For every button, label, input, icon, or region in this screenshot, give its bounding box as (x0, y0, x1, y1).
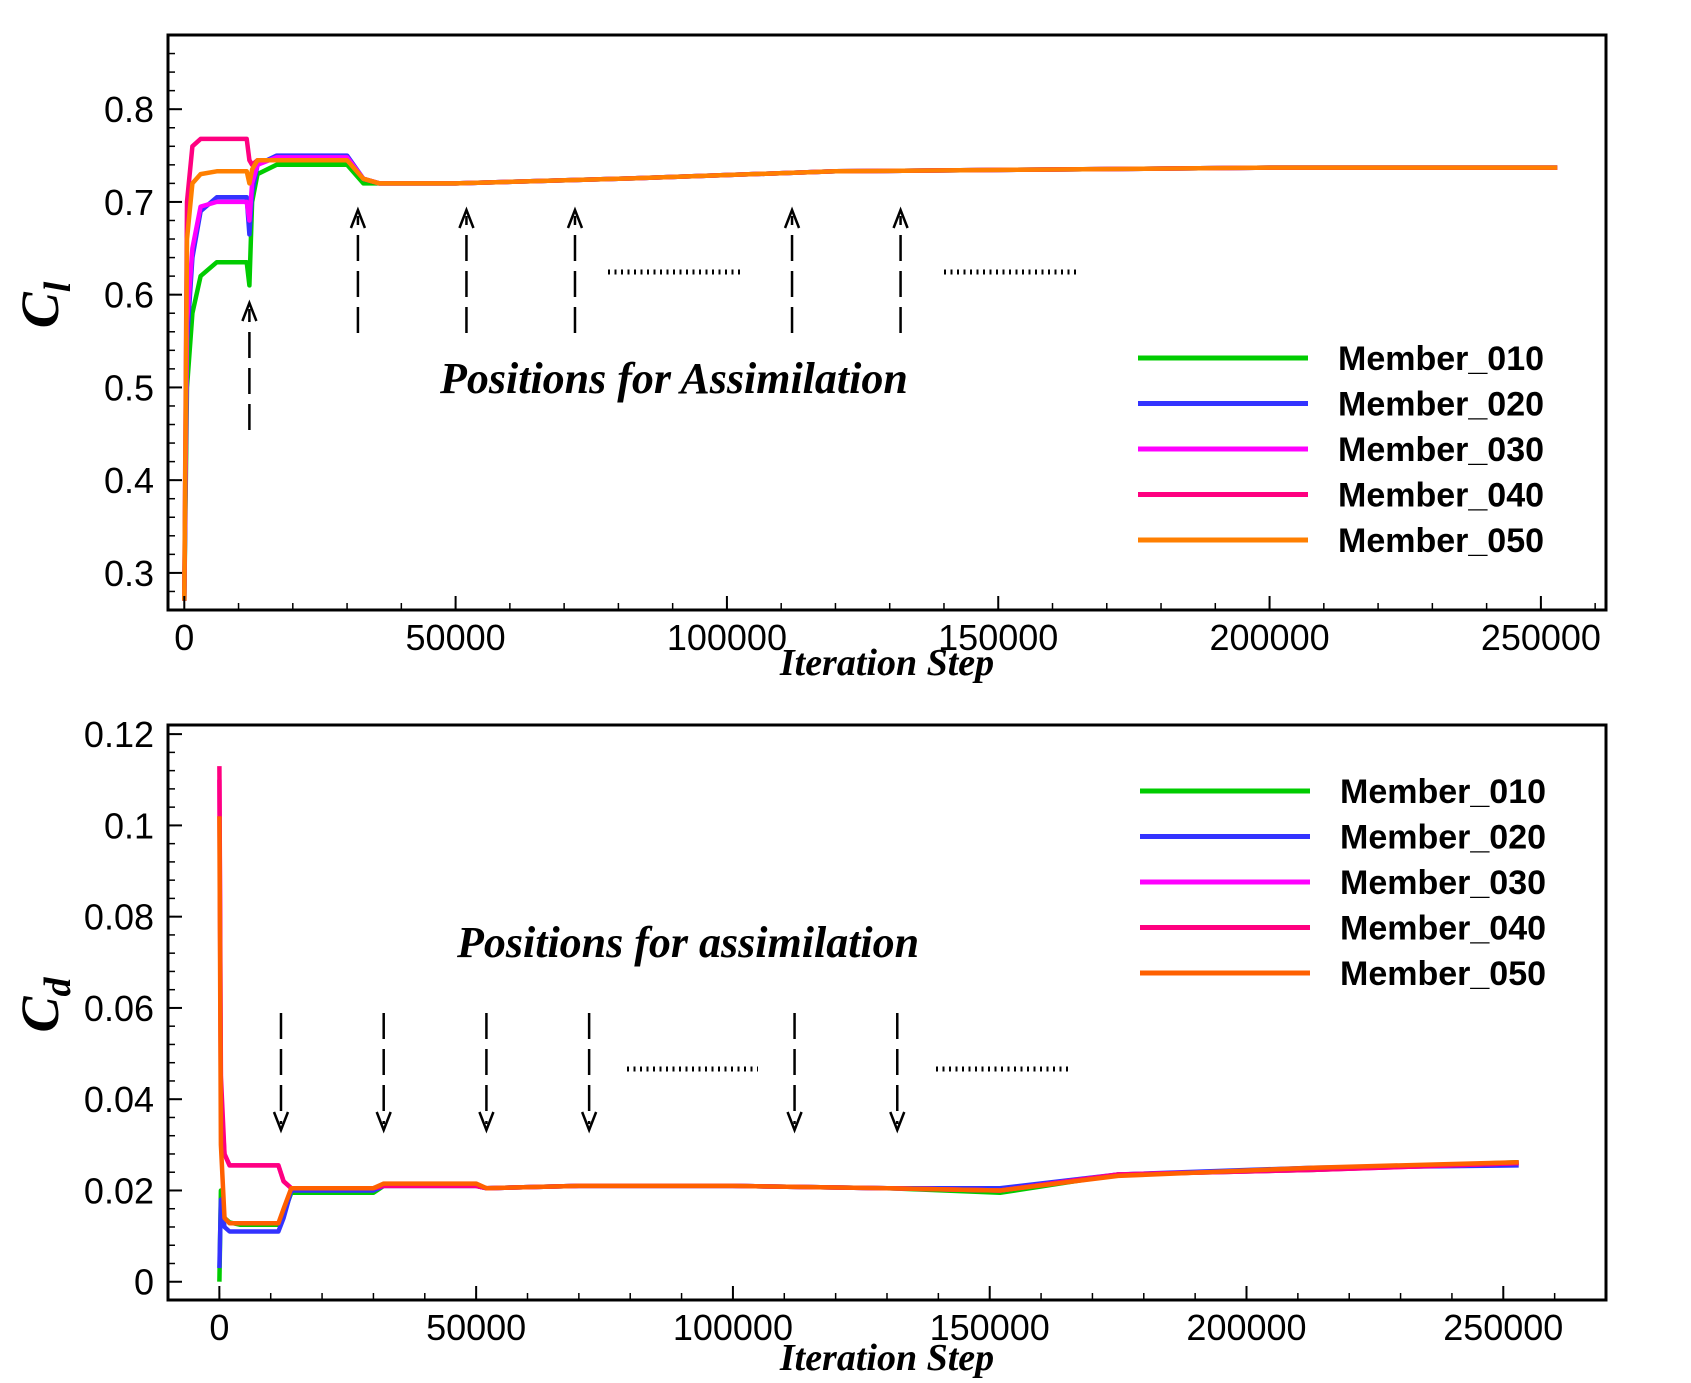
y-axis-subscript: d (37, 976, 79, 996)
x-tick-label: 250000 (1481, 617, 1601, 658)
x-axis-title: Iteration Step (779, 642, 994, 684)
legend-label: Member_050 (1340, 955, 1546, 993)
svg-text:Cl: Cl (10, 281, 79, 328)
arrow-head (783, 206, 801, 229)
x-tick-label: 0 (209, 1307, 229, 1348)
y-tick-label: 0.4 (104, 460, 154, 501)
y-tick-label: 0.02 (84, 1170, 154, 1211)
x-tick-label: 200000 (1209, 617, 1329, 658)
assimilation-arrows (241, 206, 1076, 430)
axis-ticks: 0 50000 100000 150000 200000 250000 0.3 0.4 0.5 0… (104, 52, 1601, 658)
arrow-head (566, 206, 584, 229)
y-axis-title: Cd (10, 976, 79, 1032)
x-tick-label: 250000 (1443, 1307, 1563, 1348)
y-axis-symbol: C (10, 291, 70, 328)
y-tick-label: 0.3 (104, 553, 154, 594)
series-layer (217, 766, 1519, 1282)
assimilation-annotation: Positions for Assimilation (439, 354, 908, 403)
y-tick-label: 0.08 (84, 897, 154, 938)
plot-frame (166, 33, 1608, 612)
arrow-head (458, 206, 475, 229)
arrow-head (478, 1111, 495, 1134)
arrow-head (786, 1111, 803, 1134)
y-tick-label: 0 (134, 1262, 154, 1303)
arrow-head (241, 299, 258, 322)
y-axis-symbol: C (10, 996, 70, 1033)
legend-label: Member_010 (1340, 773, 1546, 811)
y-axis-title: Cl (10, 281, 79, 328)
y-tick-label: 0.06 (84, 988, 154, 1029)
series-line (217, 1163, 1519, 1269)
y-tick-label: 0.5 (104, 367, 154, 408)
plot-frame (166, 723, 1608, 1302)
series-line (217, 1159, 1519, 1282)
svg-text:Cd: Cd (10, 976, 79, 1032)
y-tick-label: 0.12 (84, 714, 154, 755)
arrow-head (580, 1111, 598, 1134)
legend-label: Member_020 (1338, 386, 1544, 424)
y-axis-subscript: l (37, 281, 79, 292)
arrow-head (349, 206, 367, 229)
arrow-head (892, 206, 909, 229)
drag-coefficient-chart: 0 50000 100000 150000 200000 250000 0 0.02 0.04 0… (10, 714, 1608, 1379)
legend: Member_010 Member_020 Member_030 Member_040… (1140, 773, 1546, 993)
y-tick-label: 0.6 (104, 275, 154, 316)
y-tick-label: 0.04 (84, 1079, 154, 1120)
x-tick-label: 100000 (673, 1307, 793, 1348)
legend-label: Member_020 (1340, 819, 1546, 857)
legend-label: Member_030 (1340, 864, 1546, 902)
x-tick-label: 50000 (426, 1307, 526, 1348)
assimilation-annotation: Positions for assimilation (456, 918, 919, 967)
x-tick-label: 50000 (406, 617, 506, 658)
assimilation-arrows (272, 1013, 1068, 1134)
legend-label: Member_040 (1340, 910, 1546, 948)
axis-ticks: 0 50000 100000 150000 200000 250000 0 0.02 0.04 0… (84, 714, 1607, 1348)
series-line (217, 779, 1519, 1193)
x-tick-label: 150000 (938, 617, 1058, 658)
legend-label: Member_040 (1338, 477, 1544, 515)
arrow-head (375, 1111, 392, 1134)
x-axis-title: Iteration Step (779, 1337, 994, 1379)
series-layer (182, 136, 1558, 601)
arrow-head (889, 1111, 906, 1134)
lift-coefficient-chart: 0 50000 100000 150000 200000 250000 0.3 0.4 0.5 0… (10, 33, 1608, 684)
y-tick-label: 0.7 (104, 182, 154, 223)
x-tick-label: 100000 (667, 617, 787, 658)
y-tick-label: 0.1 (104, 805, 154, 846)
legend-label: Member_050 (1338, 522, 1544, 560)
y-tick-label: 0.8 (104, 89, 154, 130)
legend-label: Member_010 (1338, 340, 1544, 378)
series-line (217, 816, 1519, 1226)
x-tick-label: 150000 (930, 1307, 1050, 1348)
x-tick-label: 0 (174, 617, 194, 658)
legend-label: Member_030 (1338, 431, 1544, 469)
arrow-head (272, 1111, 290, 1134)
legend: Member_010 Member_020 Member_030 Member_040… (1138, 340, 1544, 560)
series-line (182, 157, 1558, 601)
series-line (217, 766, 1519, 1193)
x-tick-label: 200000 (1186, 1307, 1306, 1348)
